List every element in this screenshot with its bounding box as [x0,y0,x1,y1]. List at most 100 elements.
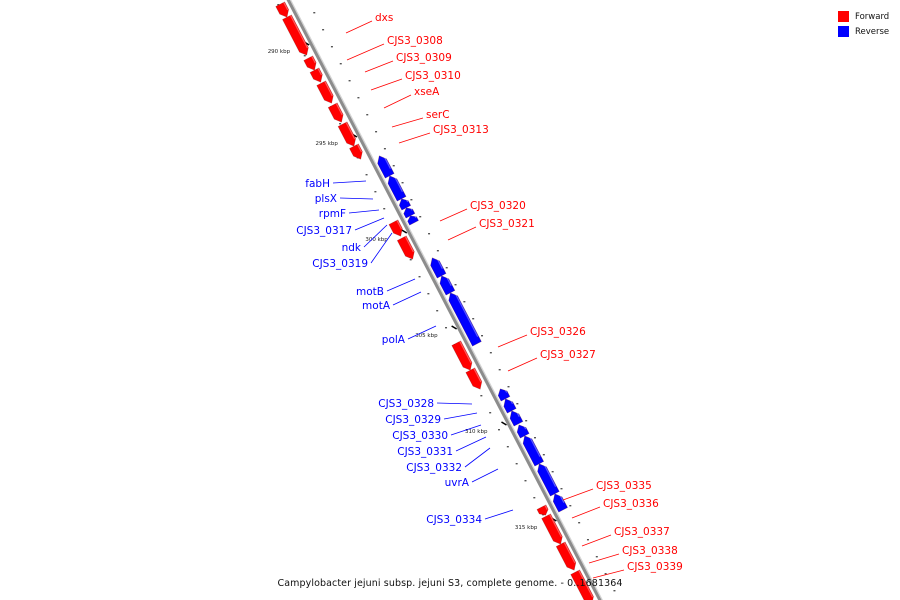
tick-dot [419,216,422,218]
tick-dot [366,114,369,116]
reverse-gene-arrow [377,155,395,179]
forward-gene-arrow [536,504,549,516]
forward-gene-label: CJS3_0310 [405,70,461,82]
leader-line [436,402,473,405]
reverse-gene-arrow [552,493,568,513]
reverse-gene-arrow [497,388,511,402]
leader-line [407,325,437,340]
forward-gene-label: CJS3_0308 [387,35,443,47]
tick-dot [436,310,439,312]
reverse-gene-label: CJS3_0317 [296,225,352,237]
reverse-gene-arrow [516,424,530,439]
reverse-gene-arrow [398,198,412,211]
leader-line [345,20,373,34]
gene-highlight [542,461,557,487]
tick-dot [383,148,386,150]
forward-gene-arrow [309,67,323,83]
scale-label: 315 kbp [515,525,538,531]
leader-line [592,569,625,579]
gene-highlight [335,103,343,116]
reverse-gene-arrow [448,292,482,347]
tick-dot [303,55,306,57]
reverse-gene-label: CJS3_0328 [378,398,434,410]
leader-line [464,447,491,468]
forward-gene-label: xseA [414,86,440,98]
scale-label: 295 kbp [315,141,338,147]
tick-dot [410,199,413,201]
leader-line [484,509,514,520]
tick-dot [480,395,483,397]
forward-gene-label: CJS3_0337 [614,526,670,538]
gene-highlight [473,368,482,383]
gene-highlight [283,2,289,11]
leader-line [471,468,499,483]
scale-tick [401,229,408,234]
reverse-gene-arrow [387,175,407,202]
reverse-gene-label: motB [356,286,384,298]
gene-highlight [382,153,391,169]
leader-line [383,94,412,109]
gene-highlight [392,173,403,192]
gene-highlight [549,514,562,538]
leader-line [443,412,478,420]
tick-dot [516,403,519,405]
reverse-gene-label: ndk [342,242,362,254]
legend: Forward Reverse [838,9,889,39]
tick-dot [454,284,457,286]
tick-dot [489,352,492,354]
tick-dot [481,335,484,337]
leader-line [581,534,612,547]
reverse-gene-label: uvrA [445,477,470,489]
forward-gene-arrow [570,569,594,600]
leader-line [447,226,477,241]
tick-dot [445,327,448,329]
gene-highlight [453,290,479,337]
leader-line [370,78,403,91]
tick-dot [339,123,342,125]
reverse-gene-label: polA [382,334,406,346]
reverse-gene-arrow [509,410,524,427]
tick-dot [383,208,386,210]
tick-dot [569,505,572,507]
scale-tick [501,421,507,426]
tick-dot [436,250,439,252]
forward-gene-arrow [555,541,577,571]
leader-line [588,553,620,564]
gene-highlight [404,196,409,203]
leader-line [370,232,393,264]
leader-line [455,436,487,452]
tick-dot [330,46,333,48]
gene-highlight [503,386,508,393]
legend-label-reverse: Reverse [855,26,890,37]
leader-line [339,197,374,200]
tick-dot [277,4,280,6]
forward-gene-arrow [541,513,563,545]
forward-gene-label: CJS3_0336 [603,498,659,510]
genome-axis [286,0,603,600]
tick-dot [515,463,518,465]
leader-line [562,488,594,501]
reverse-gene-arrow [522,435,545,467]
forward-swatch [838,11,849,22]
gene-highlight [409,205,413,211]
reverse-gene-label: motA [362,300,391,312]
forward-gene-label: CJS3_0326 [530,326,586,338]
reverse-gene-label: CJS3_0329 [385,414,441,426]
tick-dot [427,293,430,295]
reverse-gene-arrow [430,257,447,279]
gene-labels: dxs CJS3_0308 CJS3_0309 CJS3_0310 xseA serC CJ… [296,12,683,579]
gene-highlight [544,505,548,510]
leader-line [346,43,385,61]
scale-marks: 290 kbp 295 kbp 300 kbp 305 kbp 310 kbp 315 k… [268,41,557,531]
reverse-gene-label: CJS3_0331 [397,446,453,458]
tick-dot [604,573,607,575]
leader-line [507,357,538,372]
gene-highlight [396,220,403,230]
gene-highlight [311,56,316,64]
tick-dot [401,182,404,184]
leader-line [332,180,367,184]
gene-highlight [514,408,520,417]
gene-highlight [508,396,514,404]
tick-dot [375,131,378,133]
reverse-gene-label: plsX [315,193,337,205]
